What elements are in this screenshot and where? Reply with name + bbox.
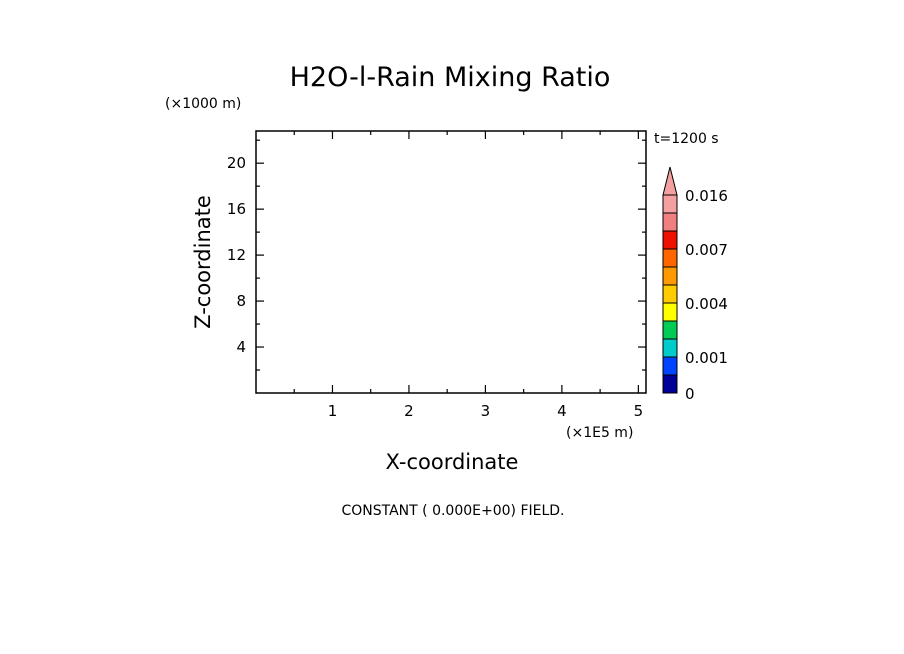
colorbar-label: 0.007	[685, 241, 728, 259]
time-label: t=1200 s	[654, 131, 719, 147]
colorbar-band	[662, 374, 678, 394]
y-tick-label: 4	[236, 338, 246, 356]
x-tick-label: 3	[481, 402, 491, 420]
colorbar-label: 0.001	[685, 349, 728, 367]
y-axis-label: Z-coordinate	[191, 195, 215, 329]
colorbar-band	[662, 284, 678, 304]
colorbar-band	[662, 302, 678, 322]
x-axis-label: X-coordinate	[386, 450, 519, 474]
colorbar-band	[662, 194, 678, 214]
x-tick-label: 1	[328, 402, 338, 420]
plot-area	[255, 130, 647, 394]
colorbar-band	[662, 212, 678, 232]
colorbar-band	[662, 266, 678, 286]
colorbar-band	[662, 338, 678, 358]
colorbar-label: 0	[685, 385, 695, 403]
x-tick-label: 4	[557, 402, 567, 420]
x-tick-label: 5	[634, 402, 644, 420]
y-tick-label: 8	[236, 292, 246, 310]
chart-title: H2O-l-Rain Mixing Ratio	[290, 62, 611, 93]
colorbar: 0 0.001 0.004 0.007 0.016	[662, 166, 728, 403]
y-tick-label: 12	[227, 246, 246, 264]
x-axis-ticks: 1 2 3 4 5	[293, 131, 644, 420]
colorbar-label: 0.016	[685, 187, 728, 205]
colorbar-band	[662, 356, 678, 376]
field-note: CONSTANT ( 0.000E+00) FIELD.	[341, 503, 564, 519]
x-tick-label: 2	[404, 402, 414, 420]
y-tick-label: 16	[227, 200, 246, 218]
colorbar-band	[662, 248, 678, 268]
colorbar-arrow	[662, 166, 678, 196]
y-axis-ticks: 4 8 12 16 20	[227, 139, 646, 371]
y-tick-label: 20	[227, 154, 246, 172]
y-axis-multiplier: (×1000 m)	[165, 96, 241, 112]
x-axis-multiplier: (×1E5 m)	[566, 425, 633, 441]
colorbar-band	[662, 230, 678, 250]
colorbar-label: 0.004	[685, 295, 728, 313]
colorbar-band	[662, 320, 678, 340]
